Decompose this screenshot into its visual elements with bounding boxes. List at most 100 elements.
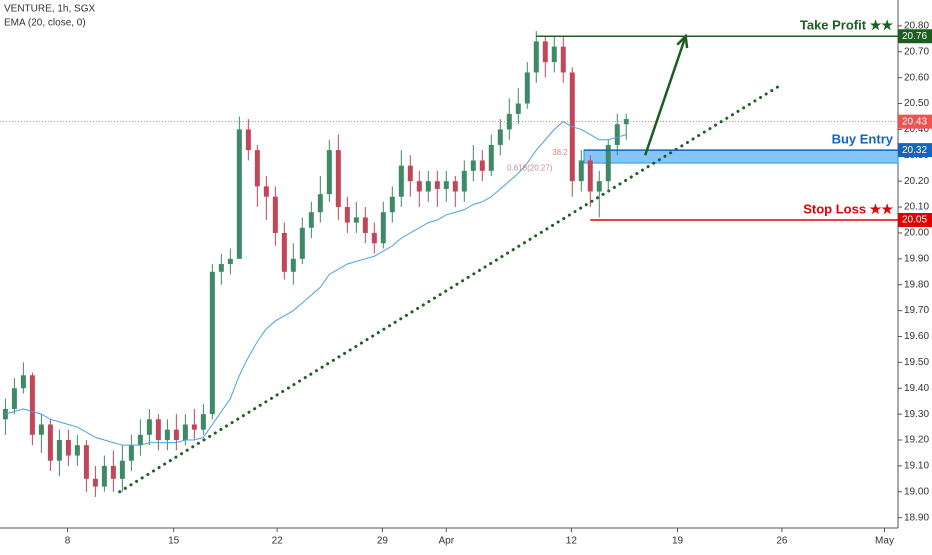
- y-tick-label: 19.80: [904, 279, 929, 290]
- level-label: Stop Loss ★★: [803, 201, 893, 216]
- candle-body: [11, 388, 17, 409]
- y-tick-label: 20.00: [904, 228, 929, 239]
- y-tick-label: 20.70: [904, 46, 929, 57]
- y-tick-label: 20.40: [904, 124, 929, 135]
- candle-body: [398, 165, 404, 197]
- candle-body: [524, 72, 530, 104]
- chart-title: VENTURE, 1h, SGX: [4, 4, 95, 15]
- candle-body: [425, 181, 431, 192]
- candle-body: [200, 414, 206, 430]
- y-tick-label: 19.60: [904, 331, 929, 342]
- candle-body: [416, 181, 422, 192]
- candle-body: [470, 160, 476, 171]
- y-tick-label: 19.50: [904, 357, 929, 368]
- candle-body: [497, 129, 503, 145]
- y-tick-label: 19.70: [904, 305, 929, 316]
- price-tag: [898, 143, 932, 158]
- arrow: [643, 35, 687, 156]
- candle-body: [461, 170, 467, 192]
- x-tick-label: 12: [566, 536, 578, 547]
- candle-body: [272, 196, 278, 233]
- candle-body: [236, 129, 242, 259]
- fib-label: 0.618(20.27): [507, 163, 553, 172]
- y-tick-label: 20.80: [904, 21, 929, 32]
- candle-body: [335, 150, 341, 208]
- y-tick-label: 19.40: [904, 383, 929, 394]
- candle-body: [29, 375, 35, 435]
- fib-label: 38.2: [552, 148, 568, 157]
- candle-body: [263, 186, 269, 197]
- indicator-label: EMA (20, close, 0): [4, 18, 86, 29]
- x-tick-label: 26: [776, 536, 788, 547]
- candle-body: [479, 160, 485, 171]
- candle-body: [218, 264, 224, 272]
- candle-body: [128, 445, 134, 461]
- candle-body: [47, 424, 53, 461]
- candle-body: [542, 41, 548, 63]
- candle-body: [407, 165, 413, 182]
- y-tick-label: 20.10: [904, 202, 929, 213]
- price-tag: [898, 213, 932, 227]
- x-tick-label: 22: [272, 536, 284, 547]
- price-tag-label: 20.05: [902, 215, 927, 226]
- y-tick-label: 19.90: [904, 253, 929, 264]
- price-tag-label: 20.76: [902, 31, 927, 42]
- arrow-head: [676, 33, 689, 49]
- candle-body: [38, 424, 44, 435]
- candle-body: [281, 232, 287, 272]
- x-tick-label: 29: [377, 536, 389, 547]
- candle-body: [623, 119, 629, 125]
- candle-body: [110, 465, 116, 479]
- candle-body: [506, 113, 512, 130]
- candle-body: [173, 429, 179, 440]
- candle-body: [164, 429, 170, 440]
- candle-body: [209, 271, 215, 415]
- price-tag: [898, 29, 932, 44]
- candle-body: [299, 227, 305, 259]
- candle-body: [578, 160, 584, 182]
- candle-body: [371, 232, 377, 244]
- candle-body: [317, 194, 323, 213]
- x-tick-label: 19: [672, 536, 684, 547]
- candle-body: [596, 181, 602, 192]
- price-tag-label: 20.32: [902, 145, 927, 156]
- y-tick-label: 19.10: [904, 461, 929, 472]
- candle-body: [227, 258, 233, 264]
- y-tick-label: 19.20: [904, 435, 929, 446]
- candle-body: [155, 419, 161, 440]
- candle-body: [137, 434, 143, 446]
- y-tick-label: 20.60: [904, 72, 929, 83]
- candle-body: [146, 419, 152, 435]
- candle-body: [389, 196, 395, 213]
- buy-zone: [583, 149, 899, 164]
- price-tag-label: 20.43: [902, 116, 927, 127]
- trendline: [118, 83, 782, 494]
- x-tick-label: May: [875, 536, 894, 547]
- y-tick-label: 20.20: [904, 176, 929, 187]
- candle-body: [614, 124, 620, 145]
- x-tick-label: 15: [168, 536, 180, 547]
- y-tick-label: 20.50: [904, 98, 929, 109]
- level-label: Buy Entry: [832, 132, 894, 147]
- candle-body: [560, 46, 566, 73]
- candle-body: [92, 478, 98, 487]
- candle-body: [515, 103, 521, 114]
- candle-body: [605, 144, 611, 182]
- candle-body: [551, 46, 557, 63]
- candle-body: [362, 217, 368, 233]
- candle-body: [83, 445, 89, 479]
- y-tick-label: 19.30: [904, 409, 929, 420]
- candle-body: [452, 181, 458, 192]
- y-tick-label: 19.00: [904, 486, 929, 497]
- candle-body: [344, 207, 350, 223]
- candle-body: [533, 41, 539, 73]
- candle-body: [326, 150, 332, 195]
- candle-body: [443, 181, 449, 189]
- x-tick-label: Apr: [439, 536, 455, 547]
- level-label: Take Profit ★★: [800, 18, 893, 33]
- candle-body: [119, 460, 125, 479]
- candle-body: [191, 424, 197, 430]
- candle-body: [65, 440, 71, 456]
